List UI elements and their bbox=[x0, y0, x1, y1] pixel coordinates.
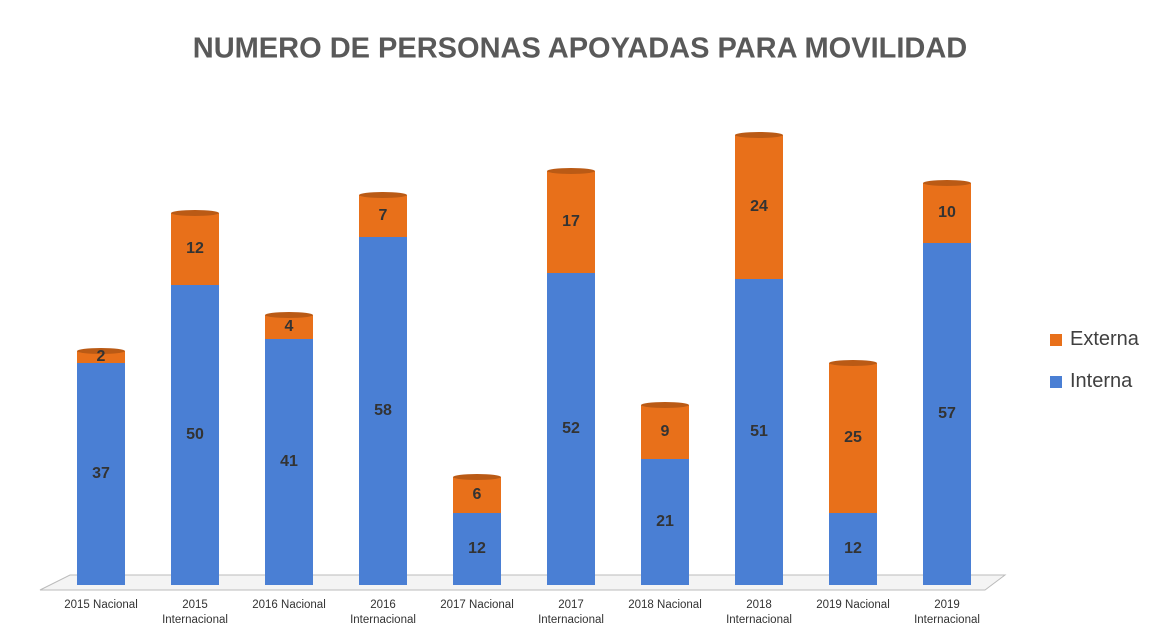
bar-cap bbox=[547, 168, 595, 174]
bar-cap bbox=[359, 192, 407, 198]
data-label: 12 bbox=[844, 540, 862, 557]
x-tick-label: 2017 Nacional bbox=[440, 599, 514, 611]
chart-title: NUMERO DE PERSONAS APOYADAS PARA MOVILID… bbox=[193, 33, 968, 65]
data-label: 24 bbox=[750, 198, 768, 215]
data-label: 57 bbox=[938, 405, 956, 422]
data-label: 12 bbox=[468, 540, 486, 557]
x-tick-label: 2018 Nacional bbox=[628, 599, 702, 611]
data-label: 12 bbox=[186, 240, 204, 257]
bar bbox=[265, 339, 313, 585]
bar bbox=[735, 279, 783, 585]
data-label: 52 bbox=[562, 420, 580, 437]
legend-swatch bbox=[1050, 376, 1062, 388]
data-label: 4 bbox=[285, 318, 294, 335]
bar bbox=[641, 459, 689, 585]
bar bbox=[359, 195, 407, 237]
bar bbox=[359, 237, 407, 585]
data-label: 51 bbox=[750, 423, 768, 440]
data-label: 21 bbox=[656, 513, 674, 530]
bar bbox=[829, 513, 877, 585]
bar-cap bbox=[923, 180, 971, 186]
data-label: 2 bbox=[97, 348, 106, 365]
bar bbox=[923, 243, 971, 585]
bar bbox=[171, 285, 219, 585]
data-label: 7 bbox=[379, 207, 388, 224]
bar bbox=[829, 363, 877, 513]
data-label: 37 bbox=[92, 465, 110, 482]
bar bbox=[453, 513, 501, 585]
legend-swatch bbox=[1050, 334, 1062, 346]
x-tick-label: 2018 Internacional bbox=[726, 599, 792, 626]
bar bbox=[453, 477, 501, 513]
data-label: 41 bbox=[280, 453, 298, 470]
bar-cap bbox=[453, 474, 501, 480]
bar-cap bbox=[735, 132, 783, 138]
bar bbox=[171, 213, 219, 285]
bar-cap bbox=[265, 312, 313, 318]
data-label: 58 bbox=[374, 402, 392, 419]
bar bbox=[641, 405, 689, 459]
bar bbox=[923, 183, 971, 243]
data-label: 9 bbox=[661, 423, 670, 440]
data-label: 17 bbox=[562, 213, 580, 230]
bar-cap bbox=[171, 210, 219, 216]
data-label: 25 bbox=[844, 429, 862, 446]
x-tick-label: 2019 Internacional bbox=[914, 599, 980, 626]
bar bbox=[77, 351, 125, 363]
x-tick-label: 2015 Internacional bbox=[162, 599, 228, 626]
bar bbox=[77, 363, 125, 585]
bar-cap bbox=[77, 348, 125, 354]
data-label: 50 bbox=[186, 426, 204, 443]
bar bbox=[265, 315, 313, 339]
x-tick-label: 2015 Nacional bbox=[64, 599, 138, 611]
legend-label: Externa bbox=[1070, 328, 1139, 350]
bar bbox=[547, 171, 595, 273]
legend-label: Interna bbox=[1070, 370, 1133, 392]
x-tick-label: 2016 Nacional bbox=[252, 599, 326, 611]
bar-cap bbox=[829, 360, 877, 366]
x-tick-label: 2019 Nacional bbox=[816, 599, 890, 611]
x-tick-label: 2017 Internacional bbox=[538, 599, 604, 626]
bar bbox=[735, 135, 783, 279]
bar bbox=[547, 273, 595, 585]
x-tick-label: 2016 Internacional bbox=[350, 599, 416, 626]
data-label: 10 bbox=[938, 204, 956, 221]
bar-cap bbox=[641, 402, 689, 408]
data-label: 6 bbox=[473, 486, 482, 503]
